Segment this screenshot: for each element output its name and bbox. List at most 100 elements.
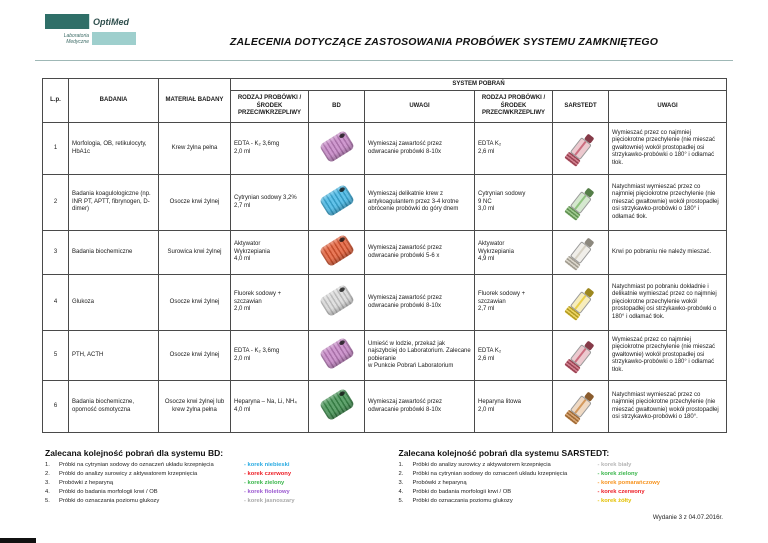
list-item: 3. Probówki z heparyną - korek zielony bbox=[45, 480, 285, 486]
header-divider bbox=[35, 60, 733, 61]
col-header-badania: BADANIA bbox=[68, 78, 159, 123]
row-badania: Badania biochemiczne, oporność osmotyczn… bbox=[68, 380, 159, 433]
table-row: 2 Badania koagulologiczne (np. INR PT, A… bbox=[42, 174, 728, 231]
cork-color-label: - korek fioletowy bbox=[244, 489, 290, 495]
row-bd-rodzaj: Aktywator Wykrzepiania 4,0 ml bbox=[230, 230, 309, 275]
sarstedt-tube-green-icon bbox=[564, 184, 597, 221]
col-header-rodzaj-bd: RODZAJ PROBÓWKI / ŚRODEK PRZECIWKRZEPLIW… bbox=[230, 90, 309, 123]
sarstedt-tube-yellow-icon bbox=[564, 284, 597, 321]
row-bd-uwagi: Wymieszaj zawartość przez odwracanie pro… bbox=[364, 274, 475, 331]
cork-color-label: - korek niebieski bbox=[244, 462, 290, 468]
col-header-rodzaj-sarstedt: RODZAJ PROBÓWKI / ŚRODEK PRZECIWKRZEPLIW… bbox=[474, 90, 553, 123]
list-item: 5. Próbki do oznaczania poziomu glukozy … bbox=[398, 498, 632, 504]
row-lp: 5 bbox=[42, 330, 69, 381]
table-row: 4 Glukoza Osocze krwi żylnej Fluorek sod… bbox=[42, 274, 728, 331]
cork-color-label: - korek zielony bbox=[597, 471, 638, 477]
row-sarstedt-rodzaj: Cytrynian sodowy 9 NC 3,0 ml bbox=[474, 174, 553, 231]
order-bd-title: Zalecana kolejność pobrań dla systemu BD… bbox=[45, 448, 224, 458]
logo-subtitle: Laboratoria Medyczne bbox=[63, 32, 89, 45]
row-material: Krew żylna pełna bbox=[158, 122, 231, 175]
row-sarstedt-uwagi: Wymieszać przez co najmniej pięciokrotne… bbox=[607, 330, 728, 381]
row-badania: Morfologia, OB, retikulocyty, HbA1c bbox=[68, 122, 159, 175]
row-lp: 4 bbox=[42, 274, 69, 331]
page-title: ZALECENIA DOTYCZĄCE ZASTOSOWANIA PROBÓWE… bbox=[229, 36, 659, 48]
row-bd-uwagi: Wymieszaj zawartość przez odwracanie pro… bbox=[364, 380, 475, 433]
row-sarstedt-uwagi: Natychmiast po pobraniu dokładnie i deli… bbox=[607, 274, 728, 331]
bd-tube-red-icon bbox=[318, 233, 355, 268]
row-lp: 3 bbox=[42, 230, 69, 275]
list-item: 2. Próbki na cytrynian sodowy do oznacze… bbox=[398, 471, 638, 477]
row-sarstedt-rodzaj: Heparyna litowa 2,0 ml bbox=[474, 380, 553, 433]
row-sarstedt-rodzaj: EDTA K₂ 2,6 ml bbox=[474, 330, 553, 381]
row-bd-uwagi: Wymieszaj delikatnie krew z antykoagulan… bbox=[364, 174, 475, 231]
row-bd-rodzaj: Fluorek sodowy + szczawian 2,0 ml bbox=[230, 274, 309, 331]
row-material: Osocze krwi żylnej bbox=[158, 174, 231, 231]
cork-color-label: - korek żółty bbox=[597, 498, 632, 504]
list-item: 5. Próbki do oznaczania poziomu glukozy … bbox=[45, 498, 295, 504]
row-sarstedt-uwagi: Wymieszać przez co najmniej pięciokrotne… bbox=[607, 122, 728, 175]
row-lp: 1 bbox=[42, 122, 69, 175]
cork-color-label: - korek czerwony bbox=[244, 471, 292, 477]
sarstedt-tube-orange-icon bbox=[564, 388, 597, 425]
row-sarstedt-rodzaj: Aktywator Wykrzepiania 4,9 ml bbox=[474, 230, 553, 275]
row-sarstedt-uwagi: Krwi po pobraniu nie należy mieszać. bbox=[607, 230, 728, 275]
col-header-system-pobran: SYSTEM POBRAŃ bbox=[229, 78, 728, 91]
cork-color-label: - korek jasnoszary bbox=[244, 498, 295, 504]
list-item: 3. Probówki z heparyną - korek pomarańcz… bbox=[398, 480, 661, 486]
row-material: Surowica krwi żylnej bbox=[158, 230, 231, 275]
table-row: 5 PTH, ACTH Osocze krwi żylnej EDTA - K₂… bbox=[42, 330, 728, 381]
optimed-logo: OptiMed Laboratoria Medyczne bbox=[45, 13, 153, 49]
col-header-lp: L.p. bbox=[42, 78, 69, 123]
sarstedt-tube-red-icon bbox=[564, 337, 597, 374]
cork-color-label: - korek pomarańczowy bbox=[597, 480, 661, 486]
row-bd-rodzaj: EDTA - K₂ 3,6mg 2,0 ml bbox=[230, 330, 309, 381]
bd-tube-green-icon bbox=[318, 387, 355, 422]
row-lp: 6 bbox=[42, 380, 69, 433]
edition-footnote: Wydanie 3 z 04.07.2016r. bbox=[652, 514, 723, 521]
row-sarstedt-rodzaj: Fluorek sodowy + szczawian 2,7 ml bbox=[474, 274, 553, 331]
table-row: 3 Badania biochemiczne Surowica krwi żyl… bbox=[42, 230, 728, 275]
col-header-bd: BD bbox=[308, 90, 365, 123]
table-row: 1 Morfologia, OB, retikulocyty, HbA1c Kr… bbox=[42, 122, 728, 175]
col-header-uwagi-sarstedt: UWAGI bbox=[607, 90, 728, 123]
list-item: 2. Próbki do analizy surowicy z aktywato… bbox=[45, 471, 292, 477]
list-item: 4. Próbki do badania morfologii krwi / O… bbox=[398, 489, 645, 495]
order-sarstedt-title: Zalecana kolejność pobrań dla systemu SA… bbox=[398, 448, 610, 458]
order-list-sarstedt: Zalecana kolejność pobrań dla systemu SA… bbox=[399, 448, 729, 506]
order-list-bd: Zalecana kolejność pobrań dla systemu BD… bbox=[45, 448, 375, 506]
row-sarstedt-rodzaj: EDTA K₂ 2,6 ml bbox=[474, 122, 553, 175]
bd-tube-gray-icon bbox=[318, 283, 355, 318]
row-bd-rodzaj: EDTA - K₂ 3,6mg 2,0 ml bbox=[230, 122, 309, 175]
row-badania: PTH, ACTH bbox=[68, 330, 159, 381]
row-badania: Badania biochemiczne bbox=[68, 230, 159, 275]
row-bd-uwagi: Wymieszaj zawartość przez odwracanie pro… bbox=[364, 122, 475, 175]
row-bd-rodzaj: Heparyna – Na, Li, NH₄ 4,0 ml bbox=[230, 380, 309, 433]
scan-edge-artifact bbox=[0, 538, 36, 543]
logo-brand-text: OptiMed bbox=[93, 16, 129, 27]
col-header-uwagi-bd: UWAGI bbox=[364, 90, 475, 123]
bd-tube-lavender-icon bbox=[318, 336, 355, 371]
bd-tube-lavender-icon bbox=[318, 129, 355, 164]
row-material: Osocze krwi żylnej lub krew żylna pełna bbox=[158, 380, 231, 433]
list-item: 4. Próbki do badania morfologii krwi / O… bbox=[45, 489, 290, 495]
row-material: Osocze krwi żylnej bbox=[158, 330, 231, 381]
row-bd-rodzaj: Cytrynian sodowy 3,2% 2,7 ml bbox=[230, 174, 309, 231]
row-bd-uwagi: Umieść w lodzie, przekaż jak najszybciej… bbox=[364, 330, 475, 381]
tube-recommendations-table: L.p. BADANIA MATERIAŁ BADANY SYSTEM POBR… bbox=[42, 78, 728, 433]
table-row: 6 Badania biochemiczne, oporność osmotyc… bbox=[42, 380, 728, 433]
row-badania: Badania koagulologiczne (np. INR PT, APT… bbox=[68, 174, 159, 231]
row-sarstedt-uwagi: Natychmiast wymieszać przez co najmniej … bbox=[607, 174, 728, 231]
col-header-sarstedt: SARSTEDT bbox=[552, 90, 609, 123]
row-material: Osocze krwi żylnej bbox=[158, 274, 231, 331]
logo-dark-block bbox=[45, 14, 90, 29]
cork-color-label: - korek biały bbox=[597, 462, 632, 468]
row-bd-uwagi: Wymieszaj zawartość przez odwracanie pro… bbox=[364, 230, 475, 275]
col-header-material: MATERIAŁ BADANY bbox=[158, 78, 231, 123]
row-sarstedt-uwagi: Natychmiast wymieszać przez co najmniej … bbox=[607, 380, 728, 433]
bd-tube-blue-icon bbox=[318, 183, 355, 218]
cork-color-label: - korek zielony bbox=[244, 480, 285, 486]
sarstedt-tube-white-icon bbox=[564, 234, 597, 271]
list-item: 1. Próbki do analizy surowicy z aktywato… bbox=[398, 462, 632, 468]
sarstedt-tube-red-icon bbox=[564, 130, 597, 167]
logo-light-block bbox=[92, 32, 136, 45]
